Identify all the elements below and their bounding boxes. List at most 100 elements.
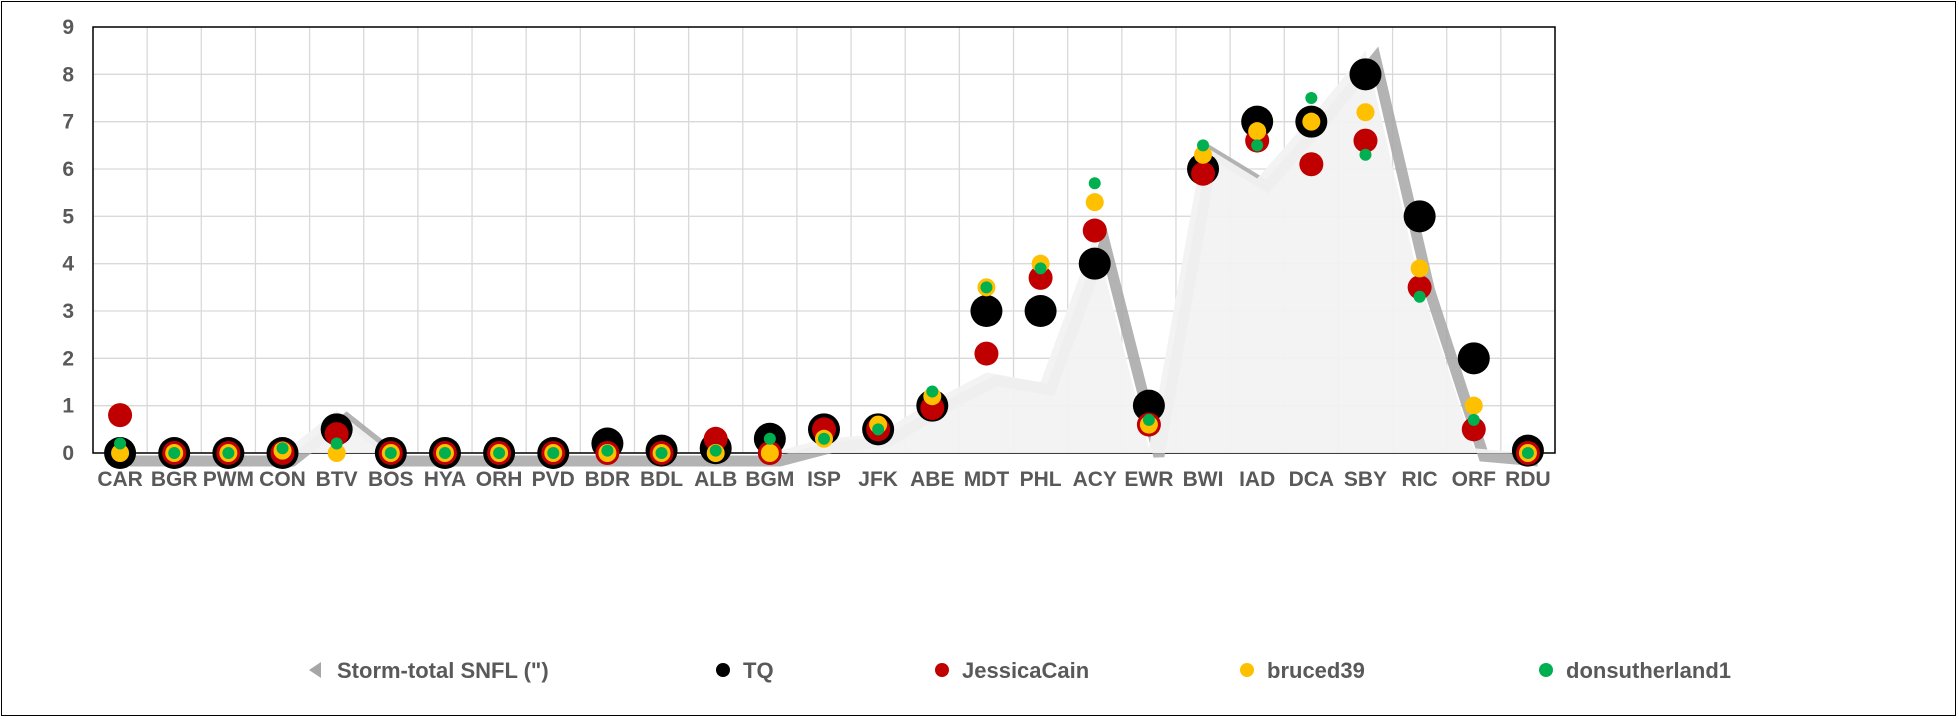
donsutherland1-point [114,437,127,450]
tq-point [1024,295,1057,327]
tq-point [1457,342,1490,375]
legend-swatch-jessicacain [935,663,949,677]
y-tick-label: 8 [62,63,74,86]
y-tick-label: 3 [62,300,74,323]
x-tick-label: PVD [532,468,575,491]
tq-point [1403,200,1436,233]
x-tick-label: ABE [910,468,954,491]
donsutherland1-point [1197,139,1210,152]
tq-point [1132,389,1165,422]
bruced39-point [1356,103,1375,122]
jessicacain-point [1353,128,1378,153]
donsutherland1-point [872,423,885,436]
x-tick-label: HYA [424,468,466,491]
legend-swatch-donsutherland1 [1539,663,1553,677]
donsutherland1-point [1359,148,1372,161]
donsutherland1-point [1251,139,1264,152]
y-tick-label: 4 [62,253,74,276]
x-tick-label: ISP [807,468,841,491]
x-tick-label: ACY [1073,468,1117,491]
x-tick-label: PHL [1020,468,1062,491]
x-tick-label: BOS [368,468,414,491]
y-tick-label: 2 [62,347,74,370]
y-tick-labels: 0 1 2 3 4 5 6 7 8 9 [62,16,74,465]
jessicacain-point [324,422,349,447]
bruced39-point [1085,193,1104,212]
x-tick-label: BDL [640,468,683,491]
donsutherland1-point [1467,413,1480,426]
donsutherland1-point [547,447,560,459]
legend-swatch-bruced39 [1240,663,1254,677]
jessicacain-point [1028,265,1053,290]
donsutherland1-point [276,442,289,455]
tq-point [970,295,1003,327]
donsutherland1-point [926,385,939,398]
x-tick-label: DCA [1289,468,1335,491]
donsutherland1-point [168,447,181,459]
x-tick-label: BGM [745,468,794,491]
donsutherland1-point [818,432,830,445]
x-tick-label: SBY [1344,468,1387,491]
jessicacain-point [974,341,999,366]
x-tick-label: CAR [97,468,143,491]
donsutherland1-point [438,447,451,459]
legend-label-donsutherland1: donsutherland1 [1566,658,1731,683]
bruced39-point [1410,259,1429,278]
donsutherland1-point [980,281,993,294]
y-tick-label: 5 [62,205,74,228]
legend-swatch-storm-total-snfl- [309,662,321,678]
legend: Storm-total SNFL (") TQ JessicaCain bruced3… [309,658,1731,683]
x-tick-label: IAD [1239,468,1275,491]
jessicacain-point [703,426,728,451]
bruced39-point [1302,112,1321,131]
x-tick-labels: CAR BGR PWM CON BTV BOS HYA ORH PVD BDR BDL ALB BGM I… [97,468,1550,491]
x-tick-label: ALB [694,468,737,491]
tq-point [1078,247,1111,280]
legend-label-bruced39: bruced39 [1267,658,1365,683]
jessicacain-point [1461,417,1486,442]
storm-total-area-fill [120,50,1528,454]
donsutherland1-point [330,437,343,450]
bruced39-point [111,444,130,462]
jessicacain-point [108,403,133,428]
y-tick-label: 6 [62,158,74,181]
donsutherland1-point [763,432,776,445]
legend-label-jessicacain: JessicaCain [962,658,1089,683]
legend-label-storm-total-snfl-: Storm-total SNFL (") [337,658,549,683]
bruced39-point [1464,396,1483,415]
x-tick-label: JFK [858,468,898,491]
y-tick-label: 9 [62,16,74,39]
donsutherland1-point [222,447,235,459]
x-tick-label: RIC [1402,468,1438,491]
donsutherland1-point [709,444,722,457]
bruced39-point [1248,122,1267,141]
jessicacain-point [1407,275,1432,300]
jessicacain-point [1191,161,1216,186]
x-tick-label: BTV [316,468,358,491]
bruced39-point [760,444,779,462]
x-tick-label: ORH [476,468,523,491]
donsutherland1-point [601,444,614,457]
donsutherland1-point [1088,177,1101,190]
x-tick-label: BDR [585,468,631,491]
tq-point [1349,58,1382,91]
x-tick-label: BGR [151,468,198,491]
jessicacain-point [1299,152,1324,177]
donsutherland1-point [493,447,506,459]
donsutherland1-point [1034,262,1047,275]
x-tick-label: PWM [203,468,254,491]
marker-layer [104,58,1544,469]
donsutherland1-point [1142,413,1155,426]
x-tick-label: ORF [1452,468,1497,491]
y-tick-label: 1 [62,395,74,418]
x-tick-label: MDT [964,468,1010,491]
x-tick-label: RDU [1505,468,1551,491]
jessicacain-point [1082,218,1107,243]
y-tick-label: 0 [62,442,74,465]
legend-swatch-tq [716,663,730,677]
storm-total-area [120,46,1539,467]
donsutherland1-point [1413,290,1426,303]
y-tick-label: 7 [62,111,74,134]
donsutherland1-point [1305,92,1318,104]
